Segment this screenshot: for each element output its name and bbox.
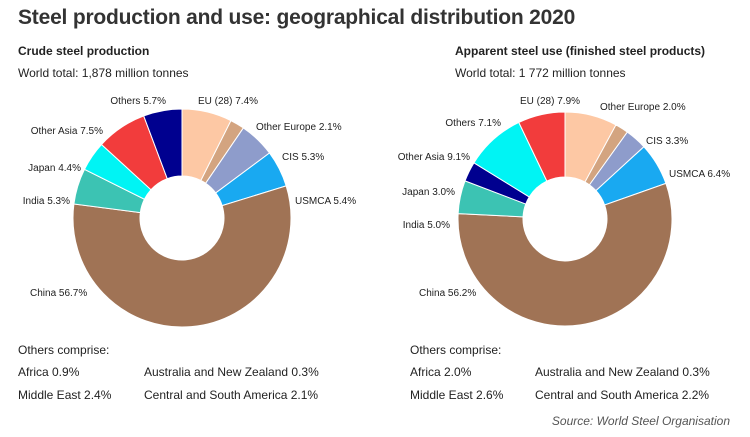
production-label-eu-28: EU (28) 7.4% <box>198 96 258 107</box>
use-others-item: Australia and New Zealand 0.3% <box>535 365 710 379</box>
production-label-india: India 5.3% <box>23 196 70 207</box>
use-slice-others <box>518 111 566 182</box>
use-label-cis: CIS 3.3% <box>646 136 688 147</box>
chart-title: Steel production and use: geographical d… <box>18 6 576 29</box>
production-others-item: Central and South America 2.1% <box>144 388 319 402</box>
production-label-others: Others 5.7% <box>110 96 166 107</box>
production-label-cis: CIS 5.3% <box>282 152 324 163</box>
production-label-other-asia: Other Asia 7.5% <box>31 126 103 137</box>
use-label-others: Others 7.1% <box>445 118 501 129</box>
use-others-item: Africa 2.0% <box>410 365 472 379</box>
use-label-india: India 5.0% <box>403 220 450 231</box>
use-world-total: World total: 1 772 million tonnes <box>455 66 626 80</box>
production-slice-china <box>72 185 292 328</box>
source-note: Source: World Steel Organisation <box>551 414 730 428</box>
production-world-total: World total: 1,878 million tonnes <box>18 66 189 80</box>
production-label-other-europe: Other Europe 2.1% <box>256 122 342 133</box>
production-label-china: China 56.7% <box>30 288 87 299</box>
use-label-other-europe: Other Europe 2.0% <box>600 102 686 113</box>
production-others-item: Middle East 2.4% <box>18 388 112 402</box>
production-label-usmca: USMCA 5.4% <box>295 196 356 207</box>
production-others-item: Africa 0.9% <box>18 365 80 379</box>
use-others-heading: Others comprise: <box>410 343 502 357</box>
use-slice-china <box>457 182 673 327</box>
use-label-eu-28: EU (28) 7.9% <box>520 96 580 107</box>
use-label-other-asia: Other Asia 9.1% <box>398 152 470 163</box>
production-slice-others <box>143 108 183 180</box>
use-label-china: China 56.2% <box>419 288 476 299</box>
use-subtitle: Apparent steel use (finished steel produ… <box>455 44 706 58</box>
use-others-item: Middle East 2.6% <box>410 388 504 402</box>
production-label-japan: Japan 4.4% <box>28 163 81 174</box>
use-others-item: Central and South America 2.2% <box>535 388 710 402</box>
production-others-heading: Others comprise: <box>18 343 110 357</box>
use-label-japan: Japan 3.0% <box>402 187 455 198</box>
use-label-usmca: USMCA 6.4% <box>669 169 730 180</box>
production-others-item: Australia and New Zealand 0.3% <box>144 365 319 379</box>
production-subtitle: Crude steel production <box>18 44 150 58</box>
